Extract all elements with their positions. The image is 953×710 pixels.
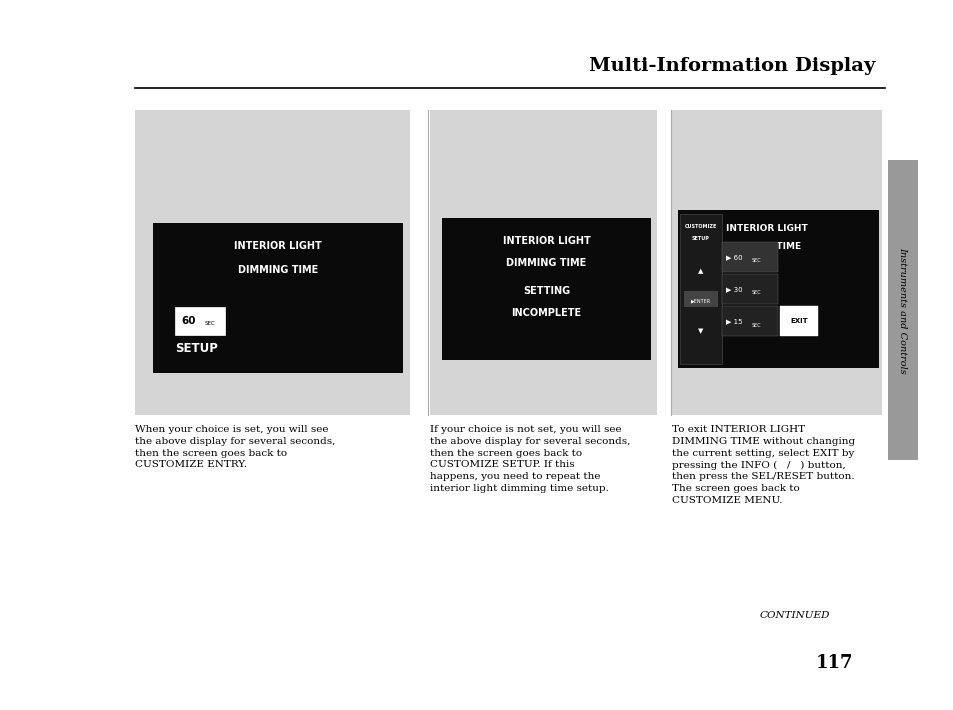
Text: CONTINUED: CONTINUED <box>759 611 829 620</box>
Bar <box>721 242 778 272</box>
Text: SETUP: SETUP <box>691 236 709 241</box>
Text: SETTING: SETTING <box>522 286 570 296</box>
Text: INCOMPLETE: INCOMPLETE <box>511 308 581 318</box>
Text: SEC: SEC <box>751 258 760 263</box>
Text: SEC: SEC <box>205 322 215 327</box>
Bar <box>678 210 878 368</box>
Text: To exit INTERIOR LIGHT
DIMMING TIME without changing
the current setting, select: To exit INTERIOR LIGHT DIMMING TIME with… <box>671 425 854 505</box>
Text: Multi-Information Display: Multi-Information Display <box>588 57 874 75</box>
Text: INTERIOR LIGHT: INTERIOR LIGHT <box>502 236 590 246</box>
Text: ▶ 30: ▶ 30 <box>725 286 741 292</box>
Text: Instruments and Controls: Instruments and Controls <box>898 246 906 373</box>
Text: ▶ENTER: ▶ENTER <box>690 298 710 303</box>
Bar <box>721 274 778 304</box>
Bar <box>430 110 657 415</box>
Text: DIMMING TIME: DIMMING TIME <box>725 242 801 251</box>
Bar <box>671 110 882 415</box>
Text: SEC: SEC <box>751 290 760 295</box>
Text: ▶ 60: ▶ 60 <box>725 254 741 260</box>
Text: If your choice is not set, you will see
the above display for several seconds,
t: If your choice is not set, you will see … <box>430 425 630 493</box>
Bar <box>152 223 402 373</box>
Text: DIMMING TIME: DIMMING TIME <box>506 258 586 268</box>
Text: ▼: ▼ <box>698 328 703 334</box>
Text: 60: 60 <box>182 316 196 326</box>
Text: CUSTOMIZE: CUSTOMIZE <box>684 224 717 229</box>
Bar <box>174 307 225 335</box>
Text: EXIT: EXIT <box>789 318 807 324</box>
Text: SETUP: SETUP <box>174 342 217 355</box>
Text: SEC: SEC <box>751 322 760 327</box>
Bar <box>679 214 721 364</box>
Bar <box>441 218 650 360</box>
Text: ▲: ▲ <box>698 268 703 274</box>
Text: ▶ 15: ▶ 15 <box>725 318 741 324</box>
Bar <box>683 291 718 307</box>
Text: When your choice is set, you will see
the above display for several seconds,
the: When your choice is set, you will see th… <box>135 425 335 469</box>
Text: DIMMING TIME: DIMMING TIME <box>237 265 317 275</box>
Bar <box>721 306 778 336</box>
Bar <box>887 160 917 460</box>
Bar <box>135 110 410 415</box>
Text: INTERIOR LIGHT: INTERIOR LIGHT <box>725 224 807 233</box>
Text: 117: 117 <box>816 654 853 672</box>
Text: INTERIOR LIGHT: INTERIOR LIGHT <box>233 241 321 251</box>
Bar <box>780 306 817 336</box>
